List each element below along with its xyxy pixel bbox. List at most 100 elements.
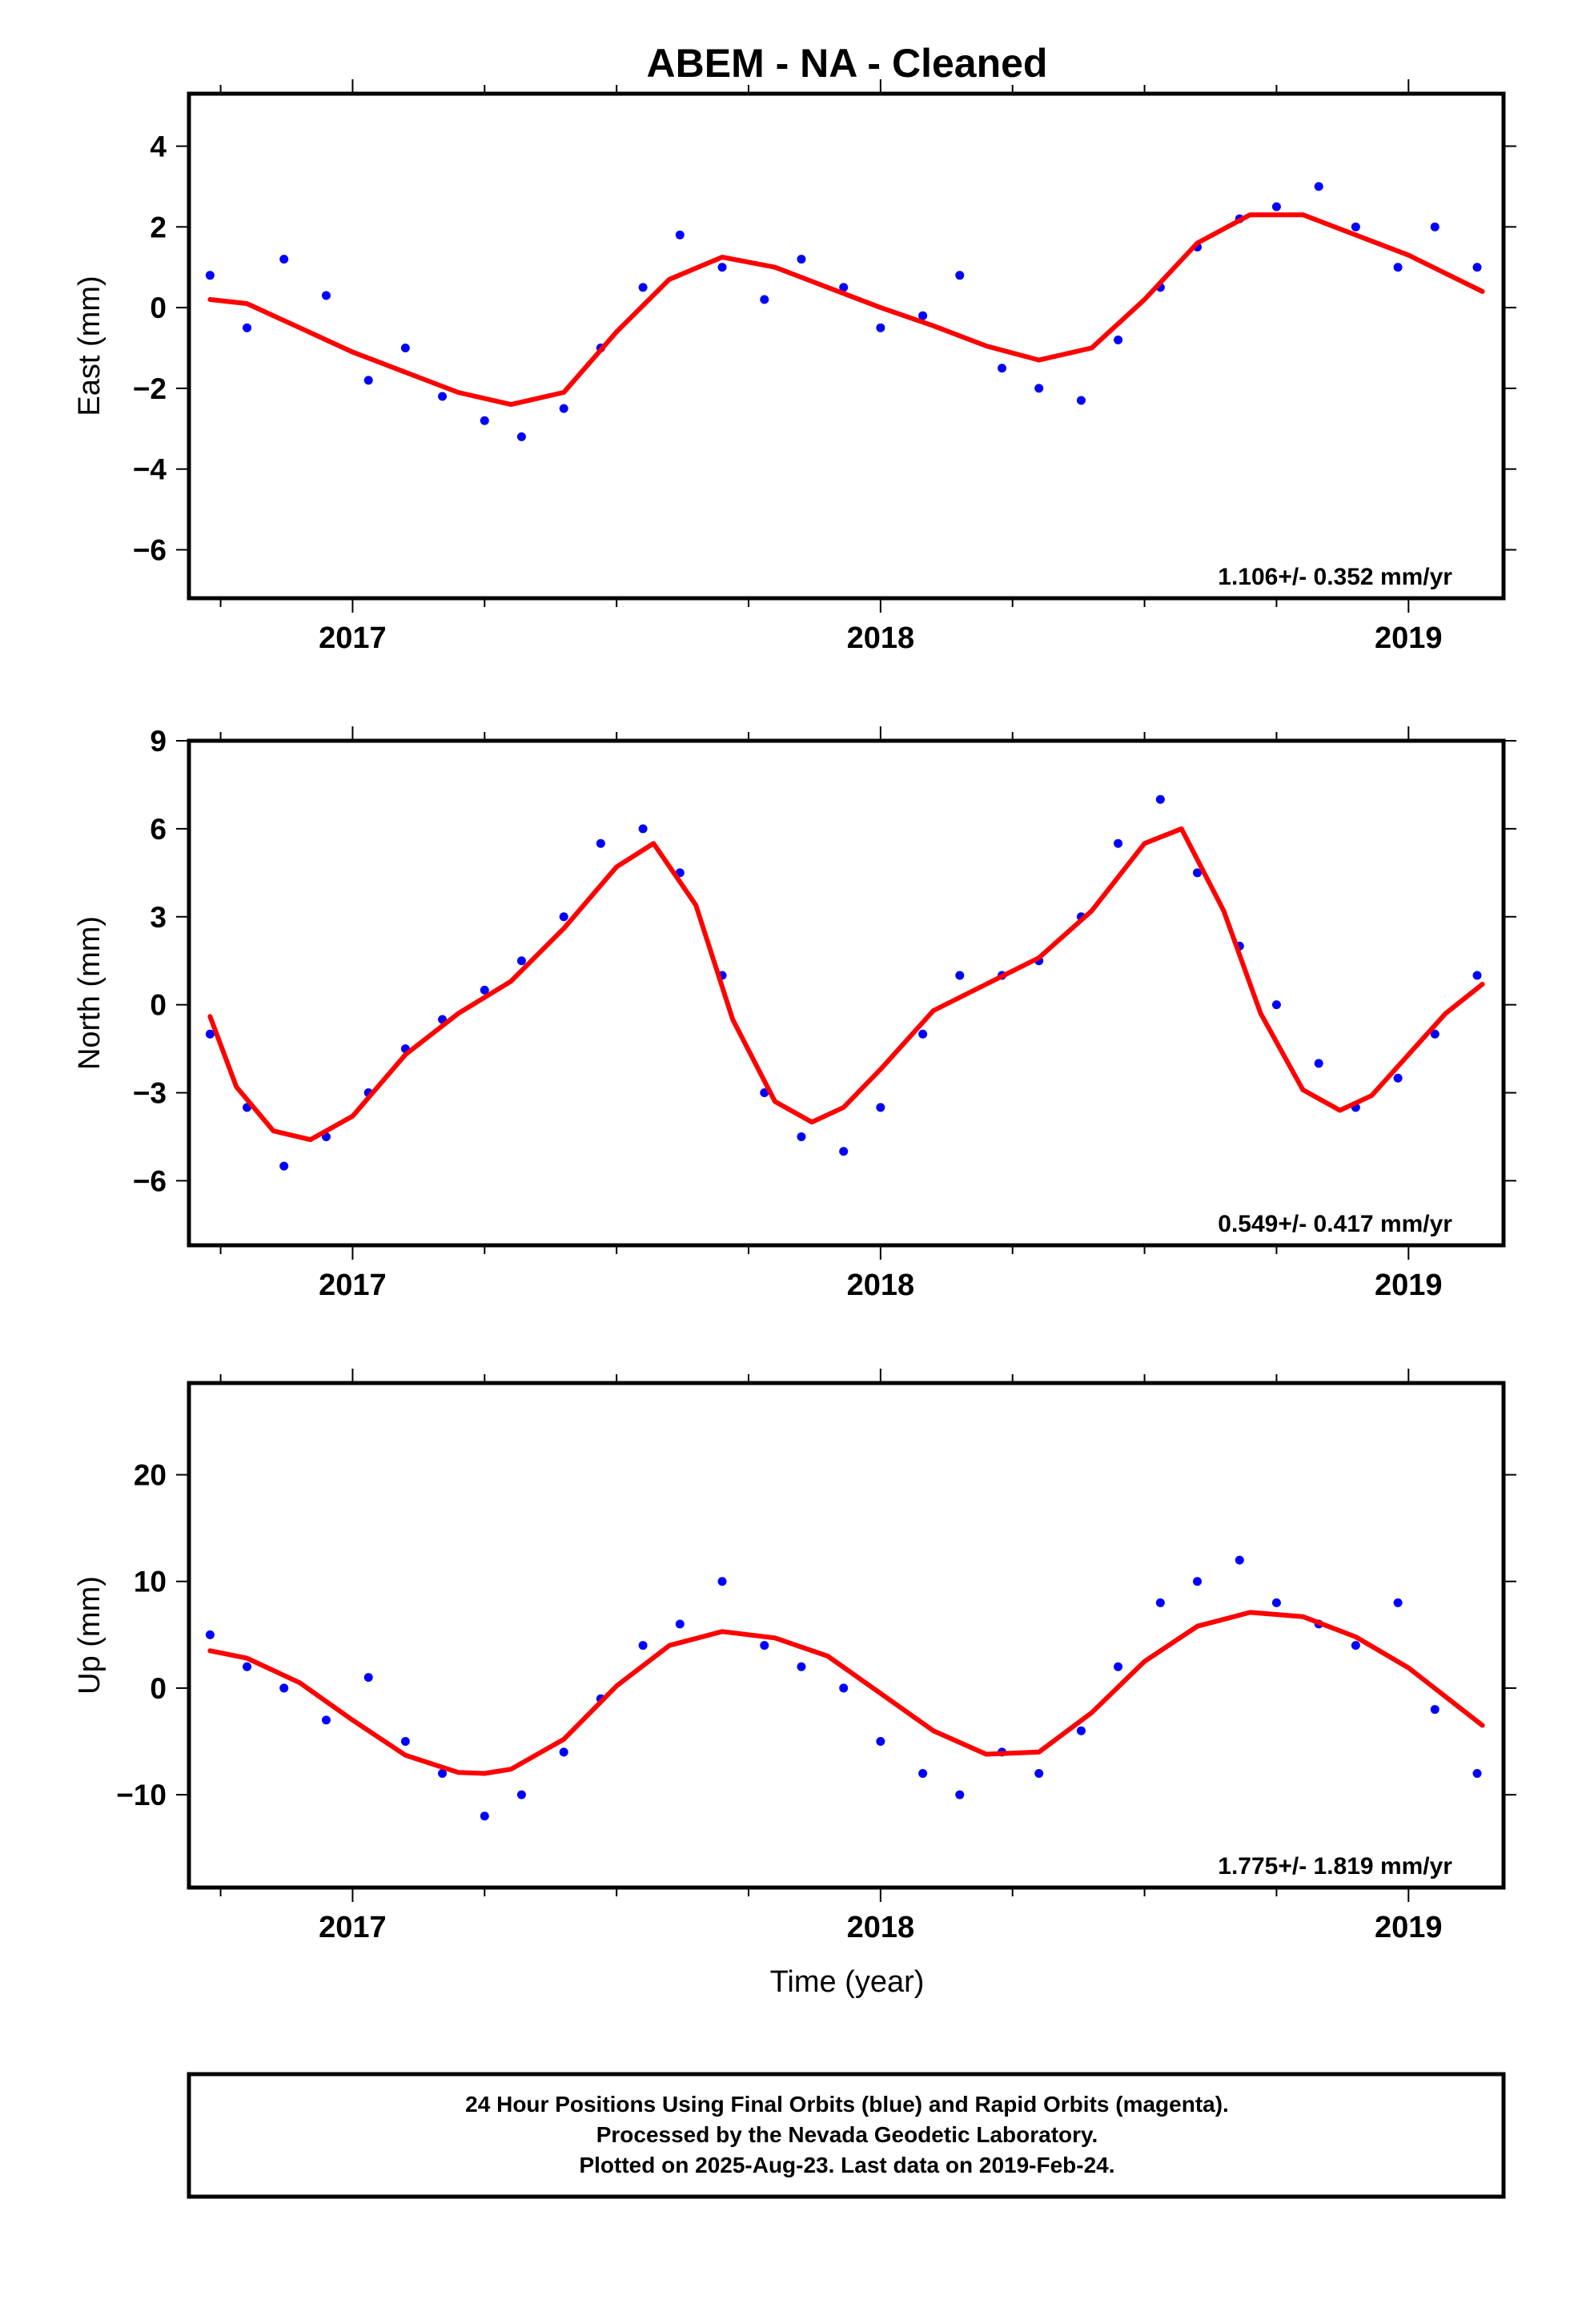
y-tick-label: 3 — [150, 901, 167, 934]
data-point — [1430, 1029, 1439, 1039]
fit-line — [207, 1610, 1485, 1776]
rate-label: 1.106+/- 0.352 mm/yr — [1218, 564, 1452, 590]
data-point — [1193, 868, 1203, 878]
data-point — [797, 1132, 806, 1141]
data-point — [1114, 335, 1123, 344]
data-point — [480, 1811, 489, 1821]
data-point — [438, 392, 448, 401]
x-tick-label: 2019 — [1375, 1911, 1443, 1944]
panel-3: 2017 2018 2019 −10 0 10 20 Up (mm) 1.775+/- 1.81… — [73, 1369, 1516, 1944]
data-point — [1393, 1073, 1403, 1083]
data-point — [480, 985, 489, 995]
fit-line — [207, 826, 1485, 1143]
y-tick-label: 0 — [150, 292, 167, 324]
x-tick-label: 2019 — [1375, 1269, 1443, 1302]
plot-frame — [187, 1381, 1506, 1890]
data-point — [760, 295, 769, 304]
data-point — [638, 824, 648, 834]
data-point — [955, 1790, 965, 1799]
data-point — [760, 1088, 769, 1098]
data-point — [839, 1147, 849, 1156]
y-tick-label: −10 — [116, 1779, 167, 1811]
data-point — [955, 971, 965, 980]
data-point — [438, 1768, 448, 1778]
data-point — [1271, 1598, 1281, 1607]
fit-line — [207, 212, 1485, 408]
data-point — [918, 1768, 928, 1778]
data-point — [876, 1737, 885, 1747]
data-point — [400, 1737, 410, 1747]
data-point — [559, 1747, 568, 1757]
y-tick-label: −2 — [133, 372, 167, 405]
data-point — [596, 838, 605, 848]
y-tick-label: −6 — [133, 534, 167, 567]
data-point — [559, 912, 568, 922]
x-tick-label: 2018 — [847, 1269, 915, 1302]
data-point — [839, 1683, 849, 1693]
data-point — [1114, 838, 1123, 848]
data-point — [243, 1662, 252, 1671]
rate-label: 1.775+/- 1.819 mm/yr — [1218, 1853, 1452, 1880]
data-point — [516, 956, 526, 966]
data-point — [1076, 396, 1086, 405]
data-point — [480, 416, 489, 425]
data-point — [321, 1715, 331, 1725]
data-point — [559, 404, 568, 413]
footer-line-3: Plotted on 2025-Aug-23. Last data on 201… — [579, 2153, 1114, 2177]
footer-box — [187, 2072, 1506, 2199]
data-point — [1271, 202, 1281, 211]
data-point — [279, 1161, 289, 1171]
data-point — [638, 1641, 648, 1651]
x-tick-label: 2019 — [1375, 621, 1443, 655]
data-point — [321, 291, 331, 300]
y-axis-label: Up (mm) — [73, 1576, 106, 1695]
data-point — [797, 255, 806, 264]
y-tick-label: 2 — [150, 211, 167, 243]
data-point — [1314, 1059, 1323, 1068]
data-point — [516, 1790, 526, 1799]
data-point — [1430, 1705, 1439, 1715]
data-point — [1472, 263, 1482, 272]
data-point — [717, 1577, 727, 1586]
data-point — [998, 364, 1007, 373]
y-tick-label: 9 — [150, 725, 167, 758]
data-point — [279, 1683, 289, 1693]
data-point — [279, 255, 289, 264]
data-point — [1076, 1726, 1086, 1735]
plot-area — [205, 182, 1485, 441]
data-point — [717, 263, 727, 272]
x-tick-label: 2017 — [319, 1269, 387, 1302]
data-point — [1430, 222, 1439, 231]
data-point — [918, 311, 928, 320]
y-tick-label: −6 — [133, 1164, 167, 1197]
data-point — [797, 1662, 806, 1671]
x-tick-label: 2018 — [847, 621, 915, 655]
x-tick-label: 2018 — [847, 1911, 915, 1944]
y-axis-label: North (mm) — [73, 916, 106, 1070]
data-point — [1235, 1555, 1244, 1565]
y-tick-label: 0 — [150, 989, 167, 1022]
rate-label: 0.549+/- 0.417 mm/yr — [1218, 1211, 1452, 1237]
data-point — [675, 1619, 685, 1629]
x-axis-label: Time (year) — [770, 1965, 925, 1999]
plot-frame — [187, 91, 1506, 601]
data-point — [1271, 1000, 1281, 1010]
data-point — [1393, 1598, 1403, 1607]
y-tick-label: 4 — [150, 131, 167, 163]
data-point — [1351, 222, 1360, 231]
data-point — [205, 1630, 215, 1639]
data-point — [363, 376, 373, 385]
data-point — [243, 323, 252, 332]
data-point — [205, 271, 215, 280]
data-point — [876, 1103, 885, 1112]
data-point — [1472, 1768, 1482, 1778]
data-point — [1351, 1641, 1360, 1651]
x-tick-label: 2017 — [319, 621, 387, 655]
data-point — [400, 344, 410, 353]
data-point — [1393, 263, 1403, 272]
data-point — [638, 283, 648, 292]
data-point — [675, 230, 685, 239]
footer-line-1: 24 Hour Positions Using Final Orbits (bl… — [465, 2092, 1229, 2117]
data-point — [205, 1029, 215, 1039]
data-point — [876, 323, 885, 332]
